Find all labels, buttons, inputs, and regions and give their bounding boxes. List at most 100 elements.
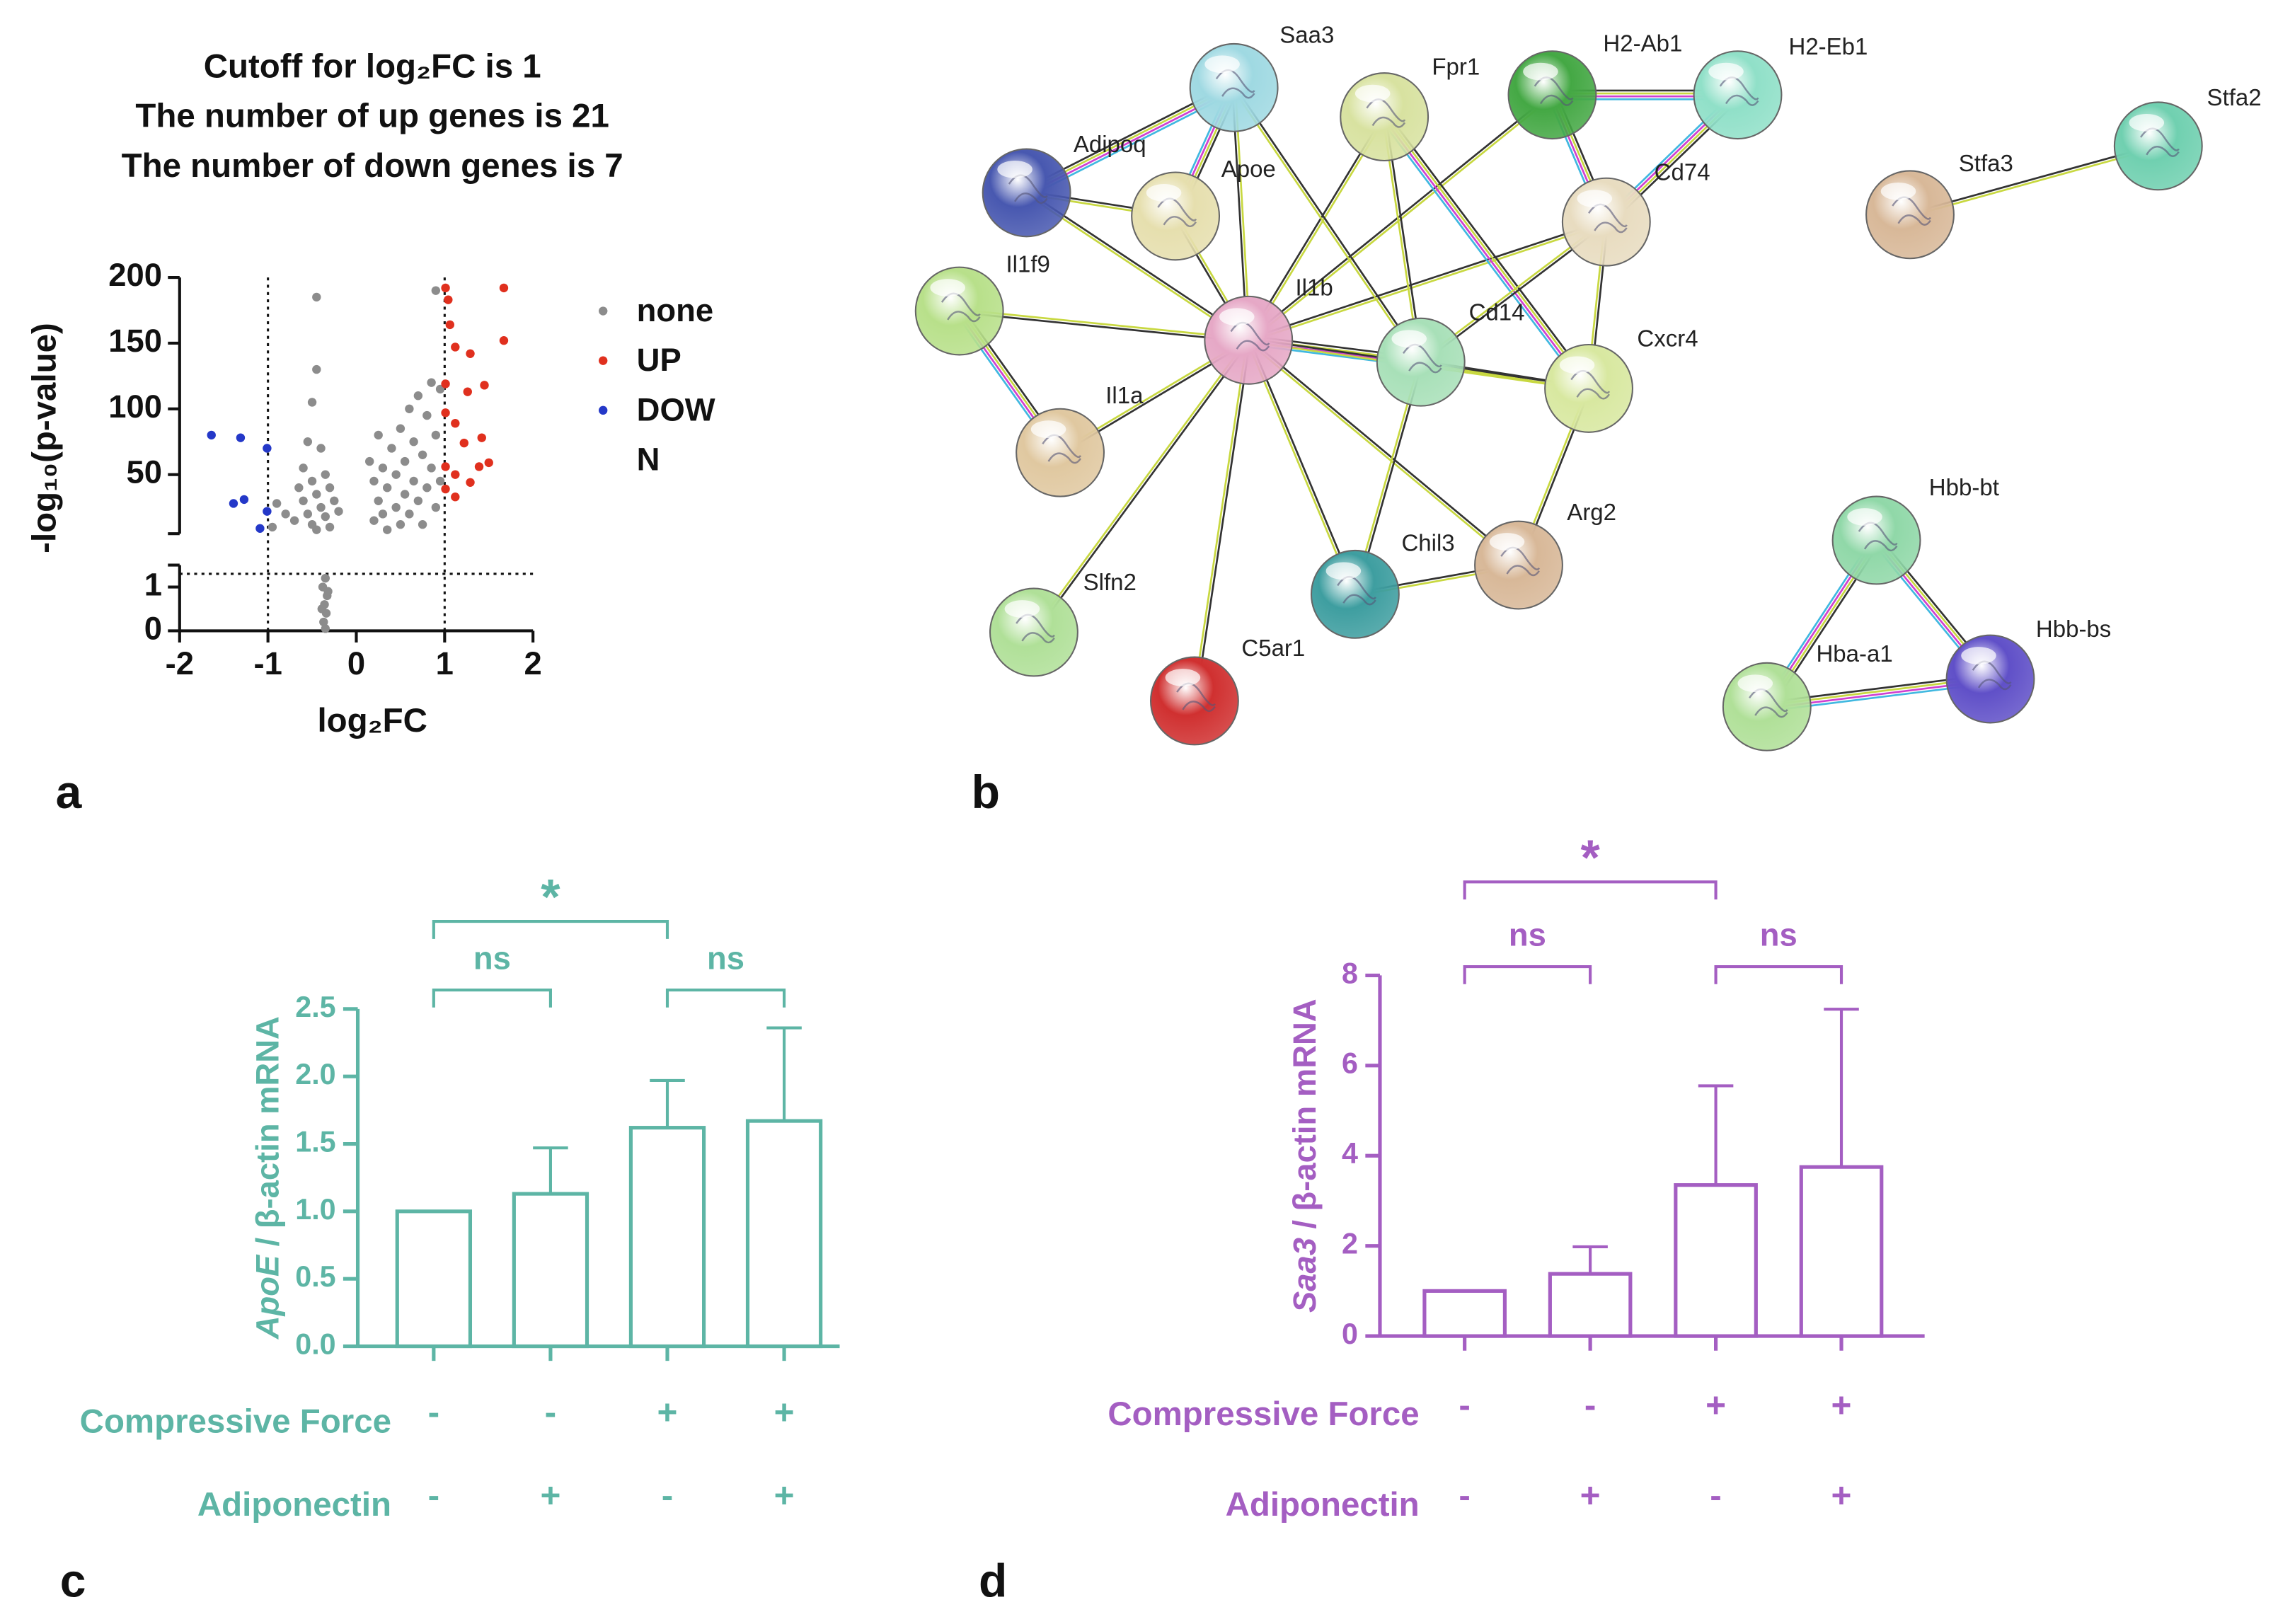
data-point [400, 490, 410, 499]
y-tick-label: 2.0 [295, 1058, 335, 1090]
node-label: Saa3 [1279, 21, 1334, 47]
y-tick-label: 0.5 [295, 1260, 335, 1293]
condition-level: + [1705, 1386, 1726, 1424]
data-point [477, 433, 486, 442]
data-point [409, 437, 418, 447]
node-highlight [1219, 308, 1255, 326]
bar [1422, 1289, 1507, 1338]
interaction-edge [1247, 340, 1519, 568]
data-point [435, 476, 445, 486]
condition-label: Adiponectin [197, 1486, 391, 1524]
data-point [422, 410, 432, 420]
data-point [319, 617, 328, 627]
data-point [323, 587, 333, 596]
data-point [431, 430, 441, 440]
node-highlight [1489, 533, 1525, 551]
node-label: C5ar1 [1241, 635, 1305, 661]
data-point [369, 516, 379, 525]
data-point [445, 320, 455, 330]
data-point [263, 444, 272, 453]
legend-marker [599, 405, 608, 415]
data-point [405, 404, 414, 413]
data-point [422, 483, 432, 493]
bar [1548, 1272, 1633, 1338]
data-point [299, 496, 308, 505]
condition-label: Compressive Force [80, 1403, 391, 1440]
legend-entry: none [599, 286, 759, 335]
significance-label: ns [473, 940, 511, 977]
data-point [299, 463, 308, 473]
node-label: Cd14 [1469, 299, 1525, 325]
y-tick-label: 2.5 [295, 991, 335, 1023]
node-highlight [1577, 190, 1613, 208]
data-point [303, 509, 313, 519]
node-highlight [2129, 113, 2165, 132]
node-label: Arg2 [1567, 499, 1616, 525]
data-point [451, 342, 460, 352]
node-label: Il1f9 [1006, 250, 1049, 277]
interaction-edge [1234, 86, 1423, 362]
data-point [480, 381, 489, 390]
y-tick-label: 0.0 [295, 1328, 335, 1360]
significance-bracket [665, 988, 786, 1008]
interaction-edge [1231, 88, 1421, 364]
data-point [330, 496, 339, 505]
y-axis-label-text: / β-actin mRNA [250, 1016, 286, 1246]
significance-bracket [1463, 964, 1592, 984]
condition-label: Compressive Force [1108, 1395, 1419, 1433]
legend-label: DOWN [636, 391, 715, 478]
data-point [325, 522, 335, 532]
legend: none UP DOWN [599, 286, 759, 478]
node-label: Hba-a1 [1816, 640, 1892, 667]
y-tick-label: 100 [108, 388, 162, 425]
data-point [451, 419, 460, 428]
condition-level: - [1584, 1386, 1596, 1424]
panel-label: c [60, 1554, 86, 1606]
node-label: Stfa3 [1959, 150, 2013, 176]
interaction-edge [1034, 340, 1251, 634]
data-point [405, 509, 414, 519]
node-label: Stfa2 [2207, 84, 2262, 110]
interaction-edge [1387, 113, 1594, 386]
condition-label: Adiponectin [1226, 1486, 1420, 1524]
interaction-edge [1248, 219, 1606, 340]
y-tick-label: 4 [1342, 1137, 1358, 1170]
node-label: Apoe [1221, 156, 1276, 182]
condition-level: - [428, 1476, 440, 1515]
node-highlight [1559, 356, 1595, 374]
node-highlight [1737, 674, 1773, 693]
y-tick-label: 2 [1342, 1228, 1358, 1260]
node-highlight [1004, 600, 1040, 618]
condition-level: + [540, 1476, 560, 1515]
x-tick-label: -2 [166, 645, 194, 681]
y-tick-label: 0 [1342, 1318, 1358, 1350]
node-label: H2-Eb1 [1789, 33, 1868, 59]
condition-level: + [1831, 1386, 1852, 1424]
panel-label: d [979, 1554, 1007, 1606]
y-axis-label-text: / β-actin mRNA [1287, 998, 1323, 1228]
interaction-edge [1384, 115, 1591, 388]
y-tick-label: 150 [108, 323, 162, 359]
node-label: Chil3 [1401, 529, 1454, 555]
y-tick-label: 50 [127, 454, 162, 490]
node-highlight [1204, 55, 1240, 74]
data-point [334, 507, 343, 516]
bar [512, 1192, 589, 1349]
interaction-edge [1380, 119, 1587, 392]
data-point [281, 509, 290, 519]
data-point [369, 476, 379, 486]
bar [1799, 1165, 1884, 1338]
y-tick-label: 200 [108, 257, 162, 293]
legend-label: UP [636, 341, 681, 379]
data-point [499, 283, 509, 293]
node-highlight [997, 160, 1032, 178]
node-label: Hbb-bs [2036, 616, 2111, 642]
node-highlight [1325, 562, 1362, 580]
y-tick-label: 1.5 [295, 1125, 335, 1158]
y-axis-label: ApoE / β-actin mRNA [250, 1016, 286, 1340]
data-point [312, 292, 321, 302]
x-axis-label: log₂FC [317, 702, 427, 739]
data-point [236, 433, 246, 442]
node-highlight [1146, 184, 1182, 202]
